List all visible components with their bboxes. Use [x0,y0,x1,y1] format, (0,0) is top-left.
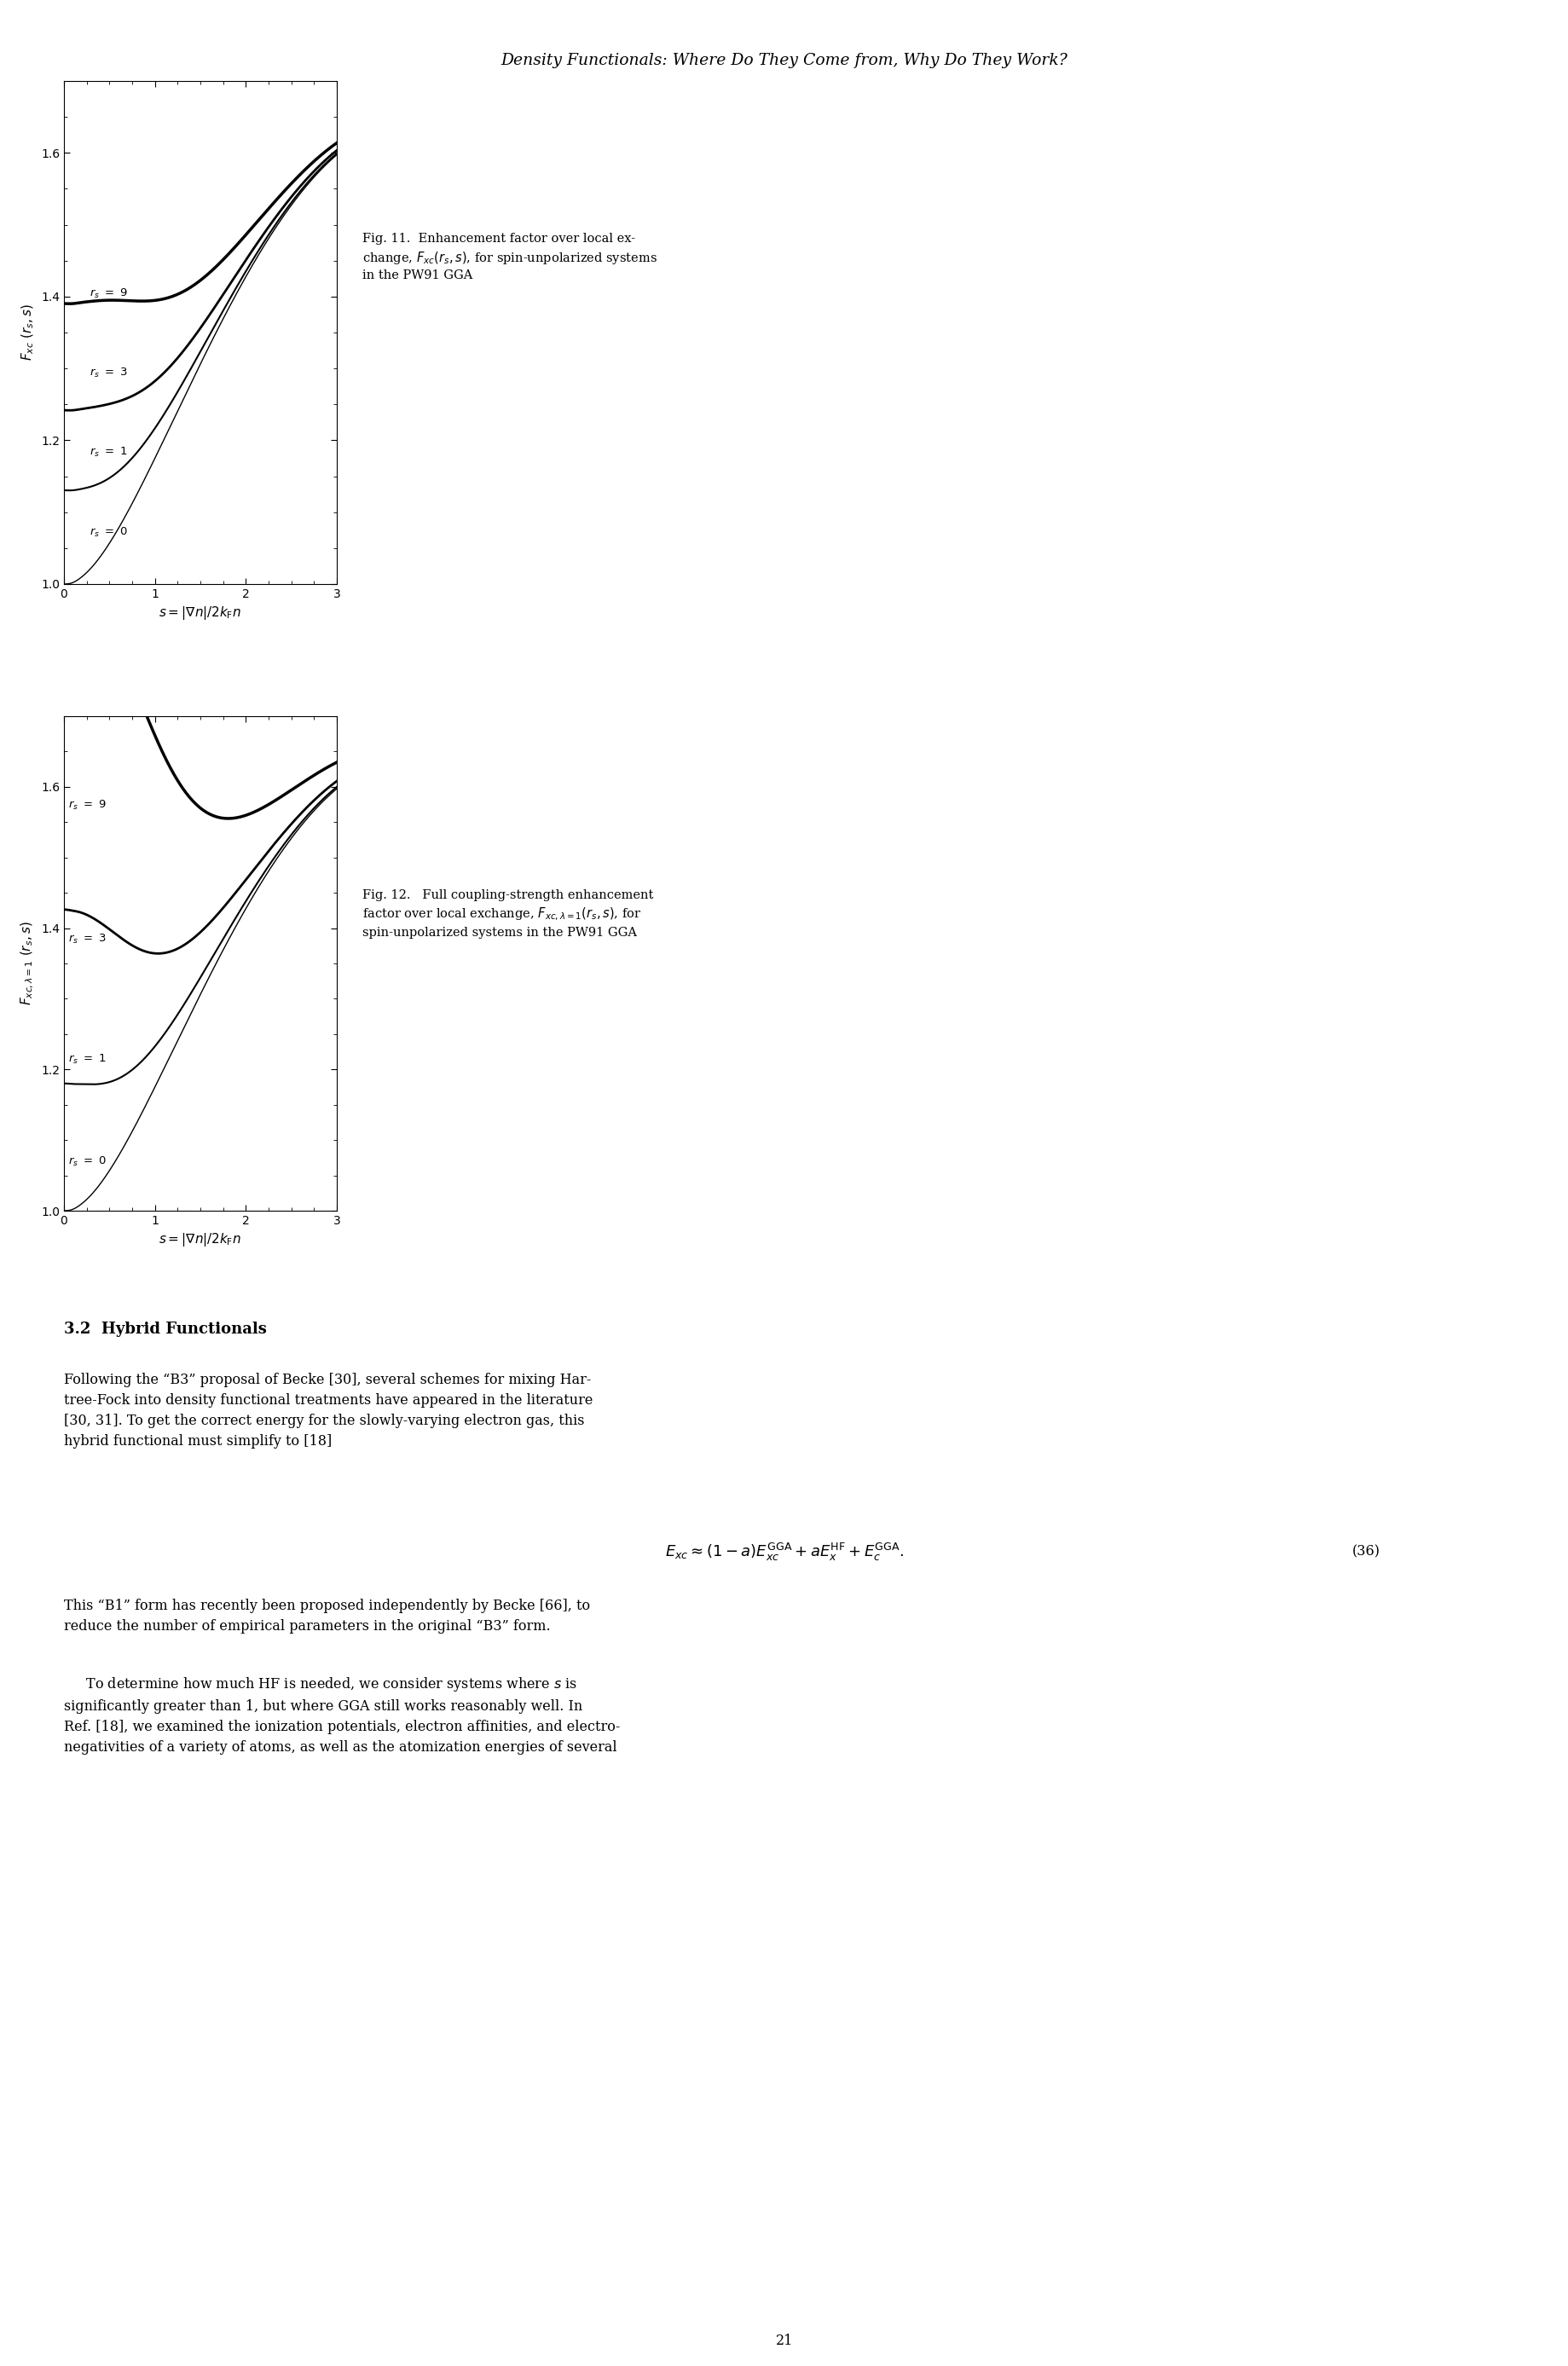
Text: To determine how much HF is needed, we consider systems where $s$ is
significant: To determine how much HF is needed, we c… [64,1675,619,1756]
Text: $r_s\ =\ 9$: $r_s\ =\ 9$ [69,800,107,812]
Text: $r_s\ =\ 3$: $r_s\ =\ 3$ [69,932,107,946]
Y-axis label: $F_{xc,\lambda=1}\ (r_s, s)$: $F_{xc,\lambda=1}\ (r_s, s)$ [20,920,36,1006]
Text: $r_s\ =\ 3$: $r_s\ =\ 3$ [89,367,127,379]
Text: (36): (36) [1352,1545,1380,1559]
Text: $r_s\ =\ 1$: $r_s\ =\ 1$ [89,445,127,459]
Text: This “B1” form has recently been proposed independently by Becke [66], to
reduce: This “B1” form has recently been propose… [64,1599,590,1635]
Text: Following the “B3” proposal of Becke [30], several schemes for mixing Har-
tree-: Following the “B3” proposal of Becke [30… [64,1372,593,1448]
X-axis label: $s = |\nabla n|/2k_{\rm F}n$: $s = |\nabla n|/2k_{\rm F}n$ [158,1233,241,1249]
Text: $r_s\ =\ 0$: $r_s\ =\ 0$ [89,525,127,539]
Text: 21: 21 [775,2333,793,2347]
Text: Fig. 11.  Enhancement factor over local ex-
change, $F_{xc}(r_s, s)$, for spin-u: Fig. 11. Enhancement factor over local e… [362,232,657,282]
Text: 3.2  Hybrid Functionals: 3.2 Hybrid Functionals [64,1323,267,1337]
Text: Density Functionals: Where Do They Come from, Why Do They Work?: Density Functionals: Where Do They Come … [500,52,1068,69]
Y-axis label: $F_{xc}\ (r_s, s)$: $F_{xc}\ (r_s, s)$ [20,303,36,362]
Text: $r_s\ =\ 0$: $r_s\ =\ 0$ [69,1155,107,1169]
X-axis label: $s = |\nabla n|/2k_{\rm F}n$: $s = |\nabla n|/2k_{\rm F}n$ [158,606,241,622]
Text: $r_s\ =\ 9$: $r_s\ =\ 9$ [89,286,127,300]
Text: $r_s\ =\ 1$: $r_s\ =\ 1$ [69,1053,107,1067]
Text: $E_{xc} \approx (1 - a)E_{xc}^{\rm GGA} + aE_x^{\rm HF} + E_c^{\rm GGA}.$: $E_{xc} \approx (1 - a)E_{xc}^{\rm GGA} … [665,1540,903,1562]
Text: Fig. 12.   Full coupling-strength enhancement
factor over local exchange, $F_{xc: Fig. 12. Full coupling-strength enhancem… [362,890,654,939]
